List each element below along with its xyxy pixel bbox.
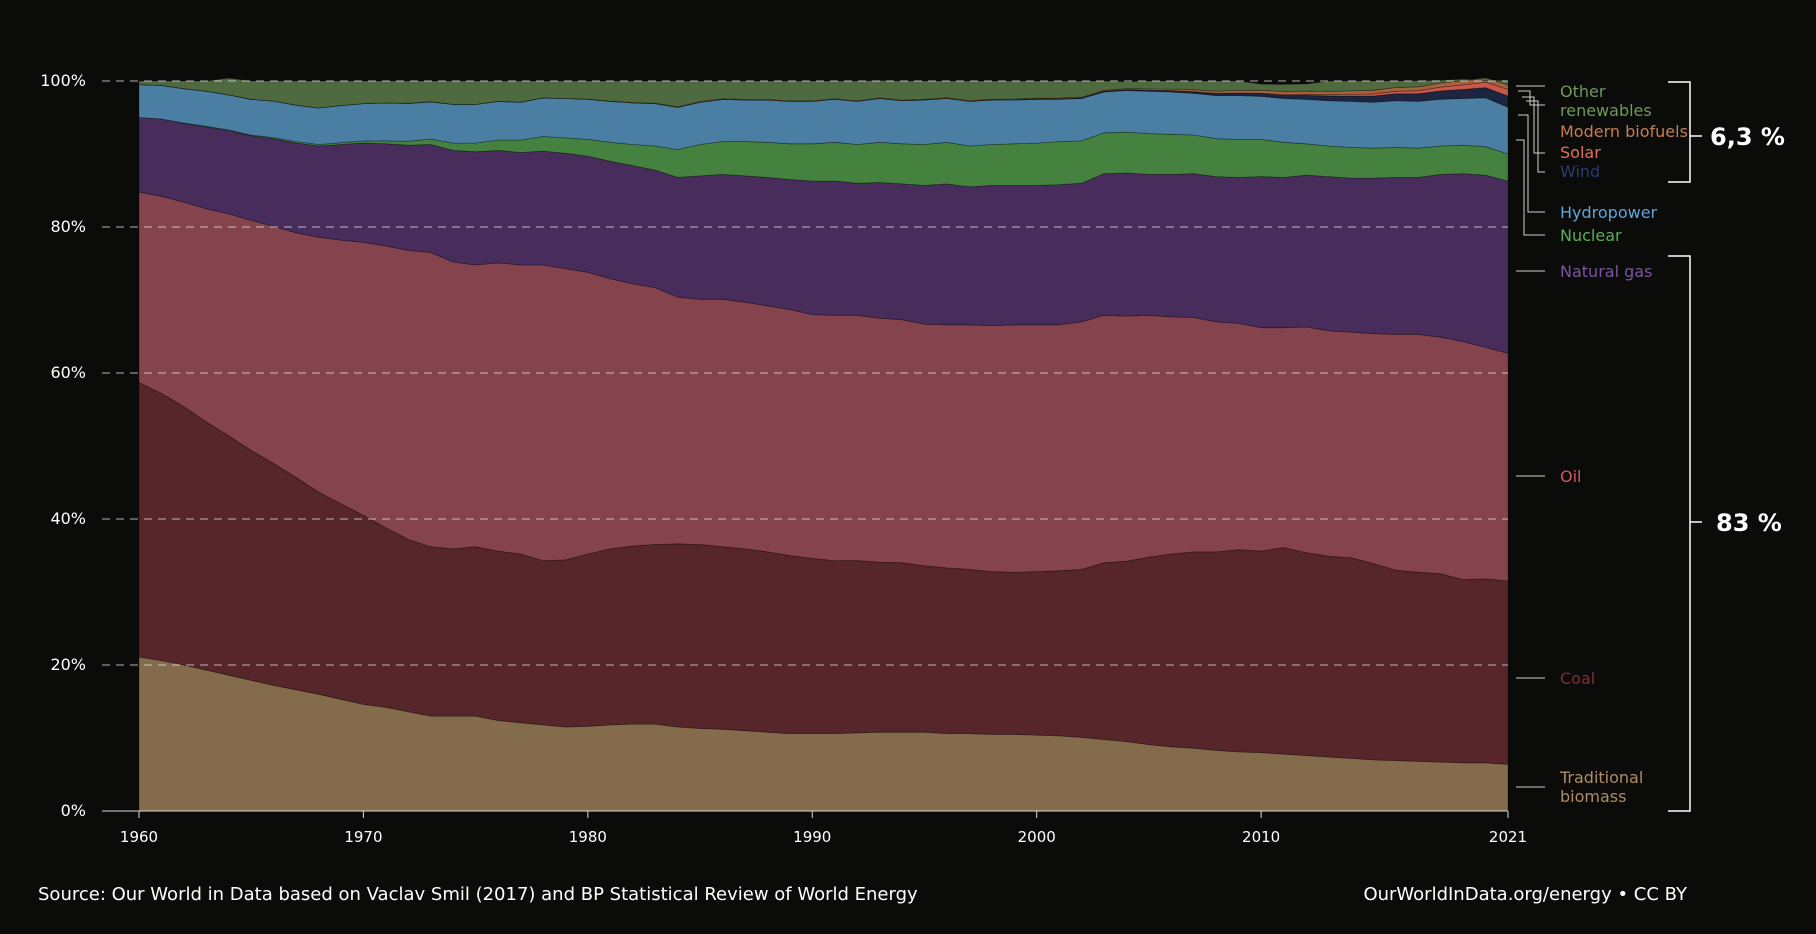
x-tick-label: 1960 bbox=[120, 828, 158, 846]
x-tick-label: 1980 bbox=[569, 828, 607, 846]
leader-solar bbox=[1522, 96, 1545, 154]
y-tick-labels: 0% 20% 40% 60% 80% 100% bbox=[40, 71, 86, 820]
label-traditional-biomass: Traditional bbox=[1559, 768, 1643, 787]
group-brackets: 6,3 % 83 % bbox=[1668, 81, 1785, 812]
leader-hydropower bbox=[1518, 114, 1545, 213]
bracket-fossil bbox=[1668, 255, 1691, 812]
stacked-areas bbox=[138, 77, 1509, 812]
total-renewables: 6,3 % bbox=[1710, 123, 1785, 151]
area-nuclear bbox=[138, 117, 1509, 188]
area-oil bbox=[138, 191, 1509, 582]
source-note: Source: Our World in Data based on Vacla… bbox=[38, 884, 918, 905]
series-labels: Other renewables Modern biofuels Solar W… bbox=[1559, 82, 1688, 806]
x-tick-label: 1970 bbox=[344, 828, 382, 846]
label-leader-lines bbox=[1516, 85, 1545, 788]
y-tick-label: 20% bbox=[50, 655, 86, 674]
label-oil: Oil bbox=[1560, 467, 1581, 486]
y-tick-label: 0% bbox=[61, 801, 86, 820]
area-other-renewables bbox=[138, 77, 1509, 109]
bracket-renewables bbox=[1668, 81, 1691, 183]
x-tick-label: 2000 bbox=[1018, 828, 1056, 846]
label-traditional-biomass-2: biomass bbox=[1560, 787, 1626, 806]
leader-nuclear bbox=[1516, 139, 1545, 236]
area-wind bbox=[138, 84, 1509, 109]
axes bbox=[102, 810, 1509, 818]
label-hydropower: Hydropower bbox=[1560, 203, 1658, 222]
label-nuclear: Nuclear bbox=[1560, 226, 1622, 245]
label-other-renewables-2: renewables bbox=[1560, 101, 1652, 120]
gridlines bbox=[102, 80, 1508, 666]
leader-wind bbox=[1526, 100, 1545, 173]
leader-modern-biofuels bbox=[1518, 90, 1545, 106]
y-tick-label: 60% bbox=[50, 363, 86, 382]
label-wind: Wind bbox=[1560, 162, 1600, 181]
y-tick-label: 100% bbox=[40, 71, 86, 90]
x-tick-labels: 1960 1970 1980 1990 2000 2010 2021 bbox=[120, 828, 1527, 846]
label-solar: Solar bbox=[1560, 143, 1601, 162]
label-coal: Coal bbox=[1560, 669, 1595, 688]
x-tick-label: 2010 bbox=[1242, 828, 1280, 846]
total-fossil: 83 % bbox=[1716, 509, 1782, 537]
license-note: OurWorldInData.org/energy • CC BY bbox=[1363, 884, 1688, 905]
x-tick-label: 1990 bbox=[793, 828, 831, 846]
area-natural-gas bbox=[138, 117, 1509, 354]
label-other-renewables: Other bbox=[1560, 82, 1606, 101]
area-solar bbox=[138, 81, 1509, 109]
label-natural-gas: Natural gas bbox=[1560, 262, 1652, 281]
y-tick-label: 80% bbox=[50, 217, 86, 236]
label-modern-biofuels: Modern biofuels bbox=[1560, 122, 1688, 141]
area-modern-biofuels bbox=[138, 77, 1509, 109]
y-tick-label: 40% bbox=[50, 509, 86, 528]
x-tick-label: 2021 bbox=[1489, 828, 1527, 846]
